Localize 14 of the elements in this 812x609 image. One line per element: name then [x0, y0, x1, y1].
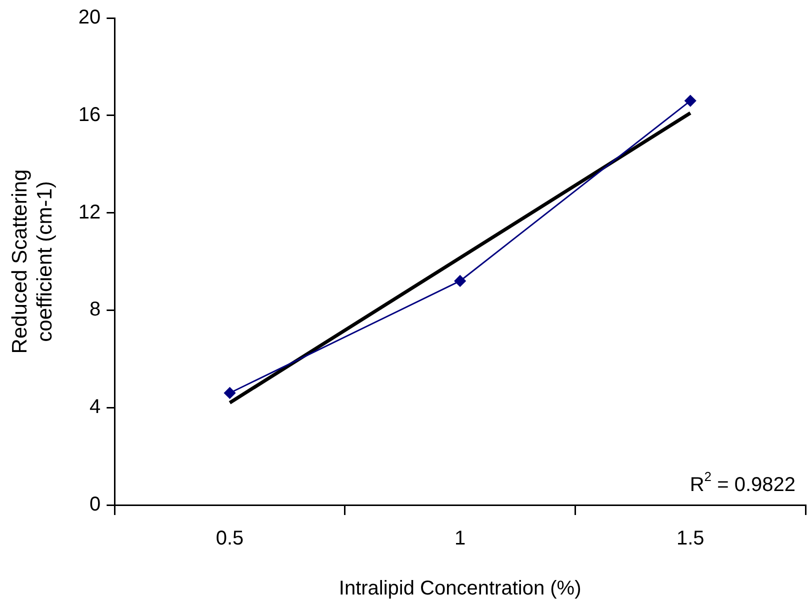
point: [684, 95, 696, 107]
y-tick-label: 0: [90, 494, 101, 516]
x-axis-title: Intralipid Concentration (%): [338, 578, 582, 600]
y-tick-label: 4: [90, 396, 101, 418]
y-tick-label: 16: [78, 104, 101, 126]
x-tick-label: 1.5: [676, 528, 704, 550]
x-tick-label: 1: [454, 528, 466, 550]
y-axis-title: Reduced Scattering coefficient (cm-1): [8, 169, 57, 354]
y-tick-label: 20: [78, 6, 101, 29]
y-tick-label: 12: [78, 201, 101, 224]
point: [224, 387, 236, 399]
point: [454, 275, 466, 287]
x-tick-label: 0.5: [216, 528, 244, 550]
y-tick-label: 8: [90, 298, 101, 321]
